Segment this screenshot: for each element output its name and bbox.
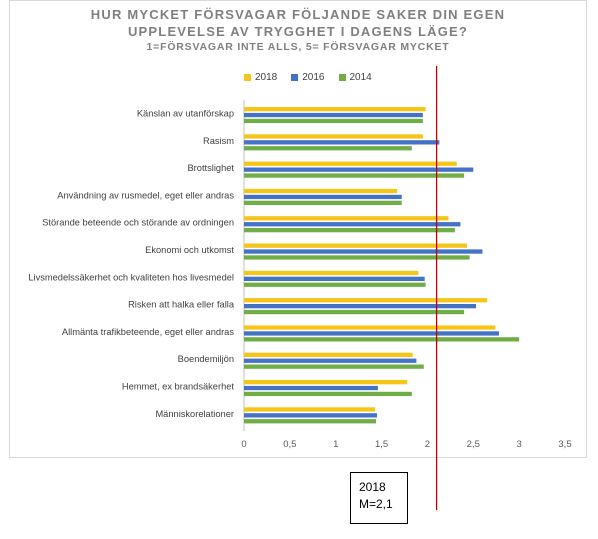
bar-2016-0 [244, 112, 423, 118]
chart-subtitle: 1=FÖRSVAGAR INTE ALLS, 5= FÖRSVAGAR MYCK… [146, 41, 450, 53]
bar-2018-0 [244, 107, 426, 112]
category-label-1: Rasism [203, 136, 234, 146]
bar-2014-10 [244, 391, 412, 397]
legend-item-0: 2018 [244, 72, 277, 83]
annotation-line-1: 2018 [359, 480, 386, 494]
x-tick-label-0: 0 [241, 439, 246, 450]
x-tick-label-5: 2,5 [467, 439, 480, 450]
x-tick-label-3: 1,5 [375, 439, 388, 450]
x-tick-label-7: 3,5 [558, 439, 571, 450]
bar-2014-11 [244, 419, 377, 424]
annotation-line-2: M=2,1 [359, 497, 393, 511]
bar-2016-10 [244, 385, 378, 391]
legend-label-2: 2014 [349, 72, 372, 83]
legend-swatch-2 [338, 74, 346, 81]
bar-2018-9 [244, 352, 413, 357]
bar-2016-1 [244, 140, 440, 145]
category-label-4: Störande beteende och störande av ordnin… [42, 218, 234, 228]
bar-2018-1 [244, 134, 423, 139]
category-label-7: Risken att halka eller falla [128, 300, 235, 310]
category-label-2: Brottslighet [187, 163, 234, 173]
chart-title-line-1: HUR MYCKET FÖRSVAGAR FÖLJANDE SAKER DIN … [90, 7, 506, 22]
bar-2014-4 [244, 228, 455, 233]
bar-2014-8 [244, 337, 520, 342]
legend-item-2: 2014 [338, 72, 372, 83]
bar-2016-6 [244, 276, 425, 281]
bar-2018-7 [244, 298, 488, 303]
bar-2016-11 [244, 413, 377, 418]
category-label-3: Användning av rusmedel, eget eller andra… [57, 190, 234, 200]
bar-2014-3 [244, 200, 402, 205]
category-label-0: Känslan av utanförskap [137, 109, 234, 119]
category-label-9: Boendemiljön [178, 354, 234, 364]
bar-2016-5 [244, 249, 483, 254]
bar-2016-8 [244, 331, 499, 336]
bar-2014-2 [244, 173, 465, 178]
x-tick-label-2: 1 [333, 439, 338, 450]
bar-2018-6 [244, 270, 419, 276]
category-label-11: Människorelationer [155, 409, 234, 419]
legend: 2018 2016 2014 [244, 72, 372, 83]
category-label-10: Hemmet, ex brandsäkerhet [122, 382, 235, 392]
bar-2014-7 [244, 309, 465, 315]
legend-swatch-1 [291, 74, 299, 81]
bar-2018-4 [244, 216, 449, 221]
bar-2018-2 [244, 161, 457, 166]
bar-2016-4 [244, 222, 461, 227]
category-label-8: Allmänta trafikbeteende, eget eller andr… [62, 327, 234, 337]
chart-title-line-2: UPPLEVELSE AV TRYGGHET I DAGENS LÄGE? [127, 24, 469, 39]
bar-2016-3 [244, 194, 402, 200]
bar-2018-8 [244, 325, 496, 330]
bar-2016-2 [244, 167, 474, 172]
legend-label-0: 2018 [255, 72, 278, 83]
annotation-box: 2018 M=2,1 [350, 472, 408, 524]
category-label-5: Ekonomi och utkomst [145, 245, 234, 255]
bar-2014-6 [244, 282, 426, 287]
bar-2016-9 [244, 358, 417, 363]
bar-2018-5 [244, 243, 467, 248]
category-label-6: Livsmedelssäkerhet och kvaliteten hos li… [28, 272, 234, 282]
bar-2014-9 [244, 364, 424, 369]
x-tick-label-1: 0,5 [283, 439, 296, 450]
x-tick-label-4: 2 [425, 439, 430, 450]
bar-2018-11 [244, 407, 376, 412]
x-tick-label-6: 3 [516, 439, 521, 450]
bar-2014-1 [244, 146, 412, 151]
bar-2018-10 [244, 380, 408, 385]
legend-item-1: 2016 [291, 72, 325, 83]
bar-2014-5 [244, 255, 470, 260]
bar-2018-3 [244, 188, 398, 194]
bar-2016-7 [244, 304, 477, 309]
bar-2014-0 [244, 118, 423, 124]
legend-swatch-0 [244, 74, 251, 81]
legend-label-1: 2016 [302, 72, 325, 83]
